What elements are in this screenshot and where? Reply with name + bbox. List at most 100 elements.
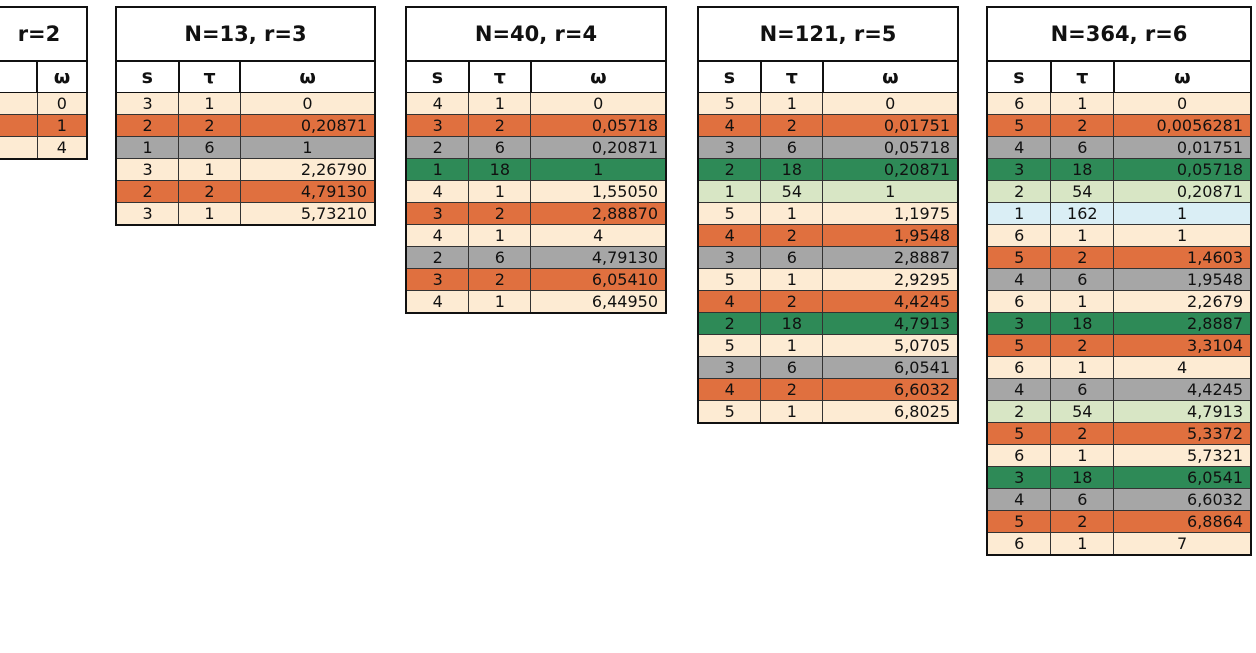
cell-omega: 6,05410 bbox=[530, 268, 665, 291]
cell-tau: 1 bbox=[1050, 532, 1115, 554]
cell-s: 5 bbox=[699, 334, 762, 357]
cell-tau: 18 bbox=[1050, 466, 1115, 489]
cell-tau: 2 bbox=[468, 202, 532, 225]
cell-s: 3 bbox=[988, 466, 1052, 489]
cell-tau: 18 bbox=[760, 158, 824, 181]
table-row: 4 2 6,6032 bbox=[699, 378, 957, 401]
cell-omega: 4 bbox=[37, 136, 86, 158]
cell-s: 4 bbox=[988, 268, 1052, 291]
cell-s: 4 bbox=[699, 114, 762, 137]
table-row: 4 1 1,55050 bbox=[407, 180, 665, 203]
cell-s bbox=[0, 136, 38, 158]
cell-omega: 4,4245 bbox=[822, 290, 957, 313]
cell-omega: 0,20871 bbox=[822, 158, 957, 181]
table-row: 4 1 6,44950 bbox=[407, 290, 665, 312]
table-row: 3 2 0,05718 bbox=[407, 114, 665, 137]
cell-omega: 4,79130 bbox=[530, 246, 665, 269]
table-n121-r5: N=121, r=5 s τ ω 5 1 0 4 2 0,01751 3 6 0,05718 2 1… bbox=[697, 6, 959, 424]
cell-omega: 2,8887 bbox=[822, 246, 957, 269]
cell-tau: 2 bbox=[1050, 510, 1115, 533]
cell-omega: 0 bbox=[530, 92, 665, 115]
cell-s: 2 bbox=[407, 246, 470, 269]
cell-s: 2 bbox=[988, 180, 1052, 203]
cell-s: 3 bbox=[699, 246, 762, 269]
cell-tau: 1 bbox=[178, 158, 241, 181]
cell-s: 5 bbox=[988, 334, 1052, 357]
cell-tau: 1 bbox=[178, 92, 241, 115]
cell-s: 5 bbox=[988, 246, 1052, 269]
cell-tau: 2 bbox=[760, 378, 824, 401]
cell-s: 3 bbox=[699, 136, 762, 159]
table-row: 2 2 4,79130 bbox=[117, 180, 374, 203]
cell-tau: 1 bbox=[1050, 224, 1115, 247]
cell-s: 3 bbox=[407, 114, 470, 137]
table-row: 4 6 1,9548 bbox=[988, 268, 1250, 291]
cell-s: 4 bbox=[699, 378, 762, 401]
cell-omega: 3,3104 bbox=[1113, 334, 1250, 357]
cell-omega: 1 bbox=[240, 136, 374, 159]
cell-omega: 1,4603 bbox=[1113, 246, 1250, 269]
table-row: 4 6 6,6032 bbox=[988, 488, 1250, 511]
cell-tau: 162 bbox=[1050, 202, 1115, 225]
column-header-s: s bbox=[988, 62, 1052, 93]
cell-s: 3 bbox=[407, 202, 470, 225]
table-row: 1 18 1 bbox=[407, 158, 665, 181]
cell-tau: 1 bbox=[1050, 356, 1115, 379]
cell-omega: 0 bbox=[1113, 92, 1250, 115]
cell-omega: 1 bbox=[822, 180, 957, 203]
table-body: 6 1 0 5 2 0,0056281 4 6 0,01751 3 18 0,05718 2 54 0,20… bbox=[988, 92, 1250, 554]
cell-omega: 4,7913 bbox=[822, 312, 957, 335]
cell-tau: 6 bbox=[178, 136, 241, 159]
table-row: 3 1 2,26790 bbox=[117, 158, 374, 181]
table-title: N=13, r=3 bbox=[117, 8, 374, 62]
cell-tau: 1 bbox=[760, 268, 824, 291]
table-row: 4 2 4,4245 bbox=[699, 290, 957, 313]
cell-tau: 6 bbox=[1050, 268, 1115, 291]
cell-tau: 18 bbox=[468, 158, 532, 181]
cell-tau: 1 bbox=[1050, 444, 1115, 467]
cell-s: 3 bbox=[988, 158, 1052, 181]
cell-tau: 1 bbox=[760, 334, 824, 357]
cell-tau: 1 bbox=[1050, 290, 1115, 313]
cell-tau: 1 bbox=[468, 180, 532, 203]
column-header-omega: ω bbox=[822, 62, 957, 93]
table-row: 5 1 6,8025 bbox=[699, 400, 957, 422]
table-row: 1 162 1 bbox=[988, 202, 1250, 225]
table-row: 6 1 2,2679 bbox=[988, 290, 1250, 313]
cell-omega: 1,1975 bbox=[822, 202, 957, 225]
cell-omega: 0,0056281 bbox=[1113, 114, 1250, 137]
cell-omega: 4 bbox=[1113, 356, 1250, 379]
table-row: 3 18 0,05718 bbox=[988, 158, 1250, 181]
cell-s: 5 bbox=[699, 92, 762, 115]
table-row: 5 2 3,3104 bbox=[988, 334, 1250, 357]
cell-s: 4 bbox=[988, 378, 1052, 401]
cell-s: 3 bbox=[699, 356, 762, 379]
cell-tau: 1 bbox=[760, 92, 824, 115]
cell-omega: 1,9548 bbox=[822, 224, 957, 247]
cell-s: 3 bbox=[117, 158, 180, 181]
cell-omega: 0 bbox=[822, 92, 957, 115]
cell-omega: 2,8887 bbox=[1113, 312, 1250, 335]
cell-omega: 1 bbox=[1113, 202, 1250, 225]
cell-tau: 6 bbox=[760, 246, 824, 269]
cell-tau: 1 bbox=[1050, 92, 1115, 115]
cell-s: 1 bbox=[407, 158, 470, 181]
cell-omega: 0 bbox=[37, 92, 86, 115]
cell-s: 2 bbox=[407, 136, 470, 159]
table-row: 0 bbox=[0, 92, 86, 115]
cell-s: 3 bbox=[988, 312, 1052, 335]
cell-omega: 6,8864 bbox=[1113, 510, 1250, 533]
cell-omega: 6,6032 bbox=[822, 378, 957, 401]
cell-omega: 1,55050 bbox=[530, 180, 665, 203]
cell-s: 6 bbox=[988, 290, 1052, 313]
column-header-tau: τ bbox=[468, 62, 532, 93]
cell-s: 1 bbox=[699, 180, 762, 203]
cell-tau: 2 bbox=[468, 114, 532, 137]
cell-s: 6 bbox=[988, 224, 1052, 247]
table-row: 2 54 0,20871 bbox=[988, 180, 1250, 203]
